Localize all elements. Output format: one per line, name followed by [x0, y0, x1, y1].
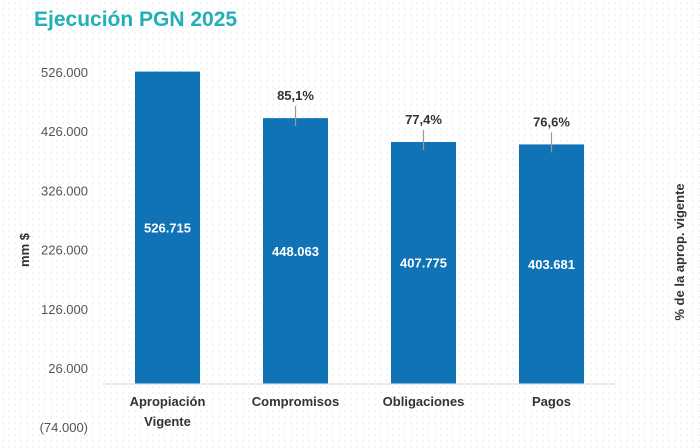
bar-value-label: 407.775: [400, 256, 447, 271]
pct-label: 77,4%: [405, 112, 442, 127]
bar: [519, 144, 584, 384]
bar: [391, 141, 456, 384]
y-tick-label: 126.000: [41, 302, 88, 317]
bar-value-label: 526.715: [144, 220, 191, 235]
y-tick-label: 26.000: [48, 361, 88, 376]
category-label: Vigente: [144, 414, 191, 429]
bar: [263, 118, 328, 384]
y-tick-label: 426.000: [41, 124, 88, 139]
y-tick-label: (74.000): [40, 420, 88, 435]
category-label: Compromisos: [252, 394, 339, 409]
bar-value-label: 448.063: [272, 244, 319, 259]
y-tick-label: 226.000: [41, 243, 88, 258]
bar-value-label: 403.681: [528, 257, 575, 272]
category-label: Obligaciones: [383, 394, 465, 409]
y2-axis-label: % de la aprop. vigente: [672, 183, 687, 320]
pct-label: 76,6%: [533, 114, 570, 129]
category-label: Pagos: [532, 394, 571, 409]
y-tick-label: 326.000: [41, 183, 88, 198]
chart-title: Ejecución PGN 2025: [34, 8, 238, 31]
y-axis-label: mm $: [17, 232, 32, 267]
y-tick-label: 526.000: [41, 65, 88, 80]
pct-label: 85,1%: [277, 88, 314, 103]
category-label: Apropiación: [130, 394, 206, 409]
bar: [135, 71, 200, 384]
